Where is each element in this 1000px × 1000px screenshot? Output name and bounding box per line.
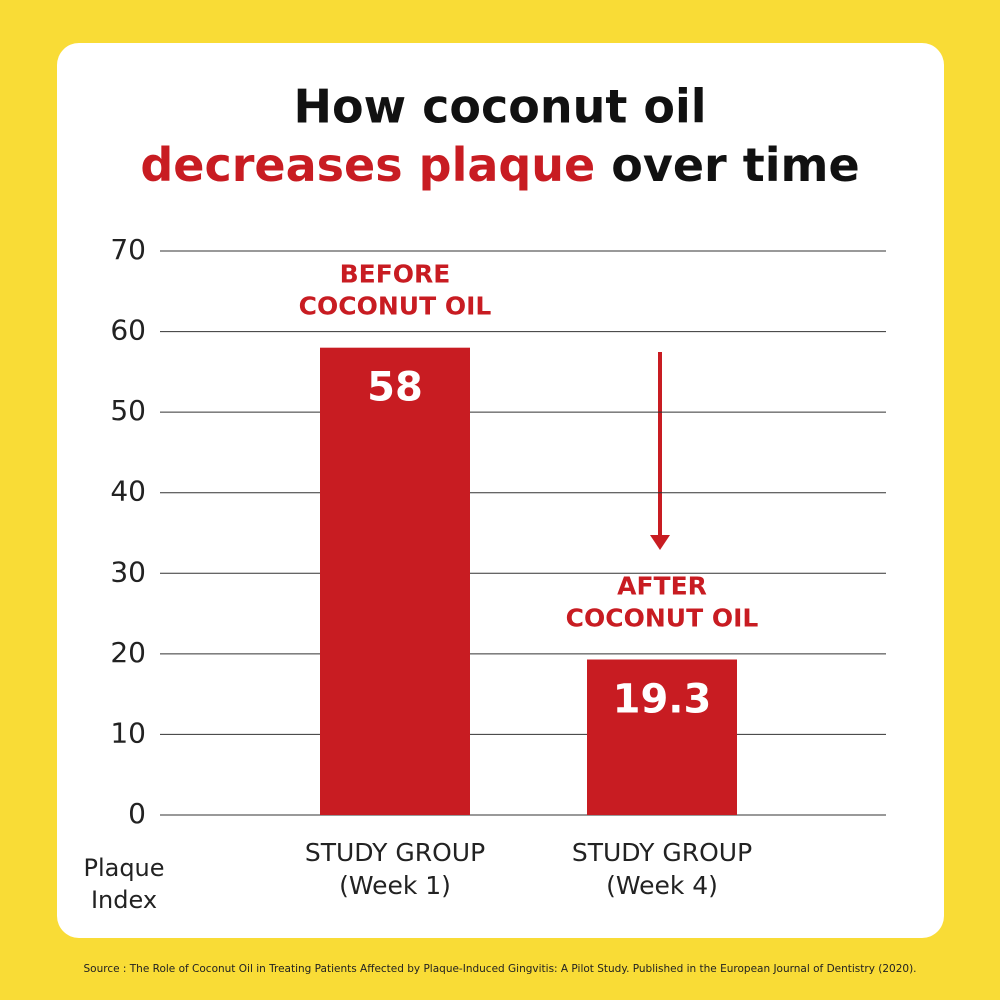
y-tick-label: 30 bbox=[110, 555, 146, 588]
bar-annotation: AFTER bbox=[617, 571, 707, 600]
y-tick-label: 60 bbox=[110, 314, 146, 347]
bar-annotation: BEFORE bbox=[340, 260, 451, 289]
bar bbox=[587, 659, 737, 815]
title-rest: over time bbox=[611, 138, 859, 192]
source-note: Source : The Role of Coconut Oil in Trea… bbox=[83, 963, 916, 975]
x-tick-label: (Week 4) bbox=[606, 871, 718, 900]
x-tick-label: STUDY GROUP bbox=[305, 838, 485, 867]
bar-annotation: COCONUT OIL bbox=[566, 603, 759, 632]
y-axis-label: Plaque bbox=[83, 854, 164, 882]
value-label: 58 bbox=[367, 365, 423, 411]
y-tick-label: 50 bbox=[110, 394, 146, 427]
y-tick-label: 20 bbox=[110, 636, 146, 669]
x-tick-label: STUDY GROUP bbox=[572, 838, 752, 867]
y-tick-label: 70 bbox=[110, 233, 146, 266]
x-tick-label: (Week 1) bbox=[339, 871, 451, 900]
y-tick-label: 10 bbox=[110, 716, 146, 749]
y-axis-label: Index bbox=[91, 886, 157, 914]
title-highlight: decreases plaque bbox=[140, 138, 595, 192]
bar-annotation: COCONUT OIL bbox=[299, 292, 492, 321]
chart-title: decreases plaque over time bbox=[140, 138, 859, 192]
y-tick-label: 0 bbox=[128, 797, 146, 830]
value-label: 19.3 bbox=[613, 676, 712, 722]
arrow-head bbox=[650, 535, 670, 550]
y-tick-label: 40 bbox=[110, 475, 146, 508]
chart-title: How coconut oil bbox=[294, 80, 707, 134]
bar bbox=[320, 347, 470, 815]
